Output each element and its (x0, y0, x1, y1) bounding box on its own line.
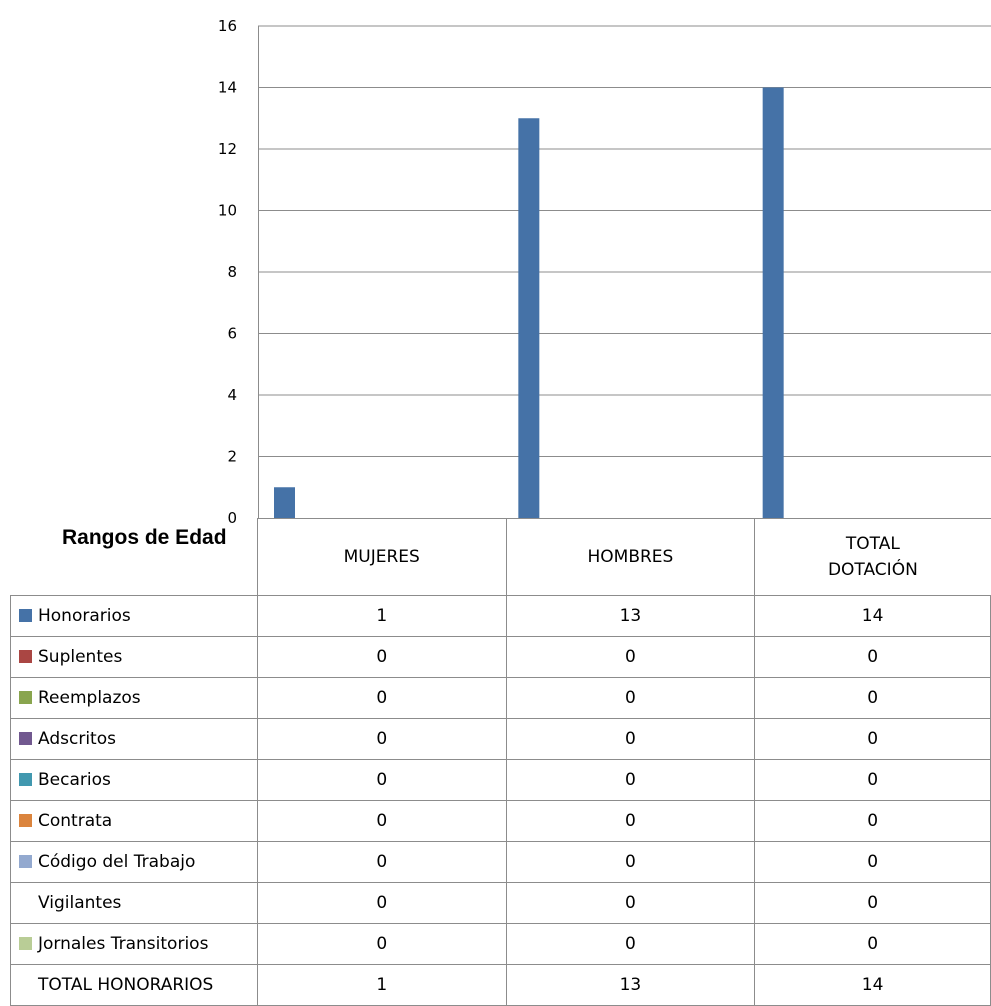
series-label: Adscritos (10, 718, 258, 760)
data-label: 0 (754, 759, 991, 801)
legend-key-icon (19, 978, 32, 991)
series-name: Jornales Transitorios (38, 934, 209, 954)
total-value: 1 (256, 964, 507, 1006)
y-tick-label: 2 (227, 448, 237, 466)
total-row: TOTAL HONORARIOS 1 13 14 (10, 964, 991, 1006)
legend-key-icon (19, 609, 32, 622)
series-label: Reemplazos (10, 677, 258, 719)
table-row: Vigilantes 0 0 0 (10, 882, 991, 924)
series-name: Adscritos (38, 729, 116, 749)
data-label: 0 (256, 677, 507, 719)
data-label: 0 (754, 923, 991, 965)
data-label: 0 (256, 759, 507, 801)
data-label: 13 (505, 595, 756, 637)
category-label: HOMBRES (505, 518, 756, 596)
total-value: 13 (505, 964, 756, 1006)
data-label: 0 (754, 841, 991, 883)
data-label: 0 (505, 923, 756, 965)
table-row: Reemplazos 0 0 0 (10, 677, 991, 719)
table-row: Contrata 0 0 0 (10, 800, 991, 842)
data-label: 0 (256, 882, 507, 924)
series-name: Reemplazos (38, 688, 141, 708)
data-label: 0 (256, 636, 507, 678)
bar-honorarios (762, 87, 784, 518)
table-row: Adscritos 0 0 0 (10, 718, 991, 760)
legend-key-icon (19, 650, 32, 663)
table-header-row: MUJERES HOMBRES TOTAL DOTACIÓN (11, 518, 991, 596)
y-tick-label: 14 (218, 79, 237, 97)
series-label: Becarios (10, 759, 258, 801)
data-label: 0 (505, 841, 756, 883)
y-axis-ticks: 0 2 4 6 8 10 12 14 16 (218, 17, 237, 527)
y-tick-label: 0 (227, 509, 237, 527)
data-label: 0 (505, 882, 756, 924)
y-tick-label: 6 (227, 325, 237, 343)
series-label: Contrata (10, 800, 258, 842)
data-label: 0 (505, 636, 756, 678)
series-name: Becarios (38, 770, 111, 790)
table-title: Rangos de Edad (62, 526, 227, 549)
legend-key-icon (19, 691, 32, 704)
data-label: 0 (754, 677, 991, 719)
legend-key-icon (19, 855, 32, 868)
table-row: Becarios 0 0 0 (10, 759, 991, 801)
total-label: TOTAL HONORARIOS (10, 964, 258, 1006)
series-label: Vigilantes (10, 882, 258, 924)
table-row: Suplentes 0 0 0 (10, 636, 991, 678)
data-label: 1 (256, 595, 507, 637)
data-label: 0 (256, 841, 507, 883)
total-name: TOTAL HONORARIOS (38, 975, 214, 995)
data-label: 0 (505, 677, 756, 719)
data-table: MUJERES HOMBRES TOTAL DOTACIÓN Honorarios 1 13… (10, 518, 991, 1006)
y-tick-label: 8 (227, 263, 237, 281)
series-name: Honorarios (38, 606, 131, 626)
series-label: Honorarios (10, 595, 258, 637)
legend-key-icon (19, 732, 32, 745)
data-label: 0 (505, 759, 756, 801)
bar-honorarios (274, 487, 295, 518)
table-row: Honorarios 1 13 14 (10, 595, 991, 637)
series-label: Suplentes (10, 636, 258, 678)
y-tick-label: 4 (227, 386, 237, 404)
legend-key-icon (19, 773, 32, 786)
legend-key-icon (19, 937, 32, 950)
y-tick-label: 16 (218, 17, 237, 35)
bar-honorarios (518, 118, 540, 518)
series-label: Código del Trabajo (10, 841, 258, 883)
data-label: 0 (505, 718, 756, 760)
data-label: 0 (754, 636, 991, 678)
series-name: Código del Trabajo (38, 852, 196, 872)
data-label: 0 (754, 882, 991, 924)
table-row: Código del Trabajo 0 0 0 (10, 841, 991, 883)
legend-key-icon (19, 896, 32, 909)
bars (274, 87, 784, 518)
table-row: Jornales Transitorios 0 0 0 (10, 923, 991, 965)
series-label: Jornales Transitorios (10, 923, 258, 965)
data-label: 0 (754, 718, 991, 760)
category-label: TOTAL DOTACIÓN (754, 518, 991, 596)
series-name: Suplentes (38, 647, 123, 667)
series-name: Vigilantes (38, 893, 122, 913)
data-label: 0 (256, 800, 507, 842)
legend-key-icon (19, 814, 32, 827)
y-tick-label: 12 (218, 140, 237, 158)
data-label: 0 (256, 923, 507, 965)
data-label: 0 (754, 800, 991, 842)
data-label: 0 (256, 718, 507, 760)
y-tick-label: 10 (218, 202, 237, 220)
header-corner (11, 519, 258, 596)
series-name: Contrata (38, 811, 113, 831)
category-label: MUJERES (256, 518, 507, 596)
gridlines (258, 25, 991, 518)
data-label: 14 (754, 595, 991, 637)
data-label: 0 (505, 800, 756, 842)
total-value: 14 (754, 964, 991, 1006)
